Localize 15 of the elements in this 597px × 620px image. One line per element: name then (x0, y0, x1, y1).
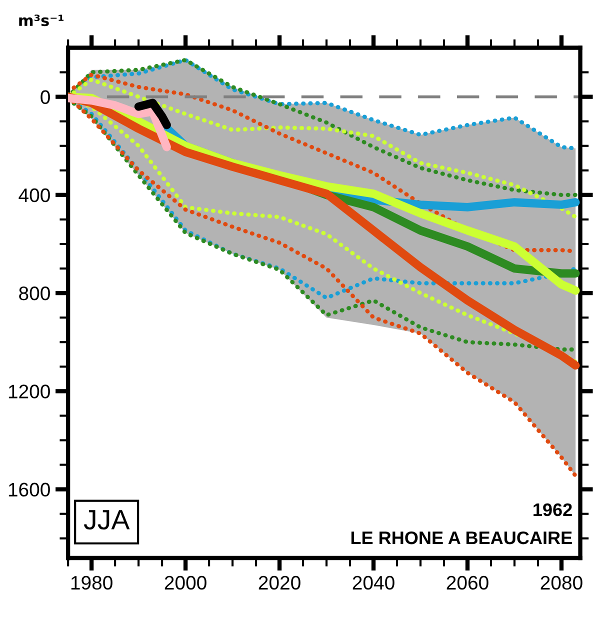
y-tick-label: 400 (18, 188, 50, 202)
x-tick-label: 2060 (446, 576, 488, 590)
y-tick-label: 0 (40, 90, 50, 104)
annotation: JJA (84, 510, 130, 530)
annotation: LE RHONE A BEAUCAIRE (351, 531, 572, 544)
x-tick-label: 2040 (352, 576, 394, 590)
x-tick-label: 1980 (71, 576, 112, 590)
y-tick-label: 800 (19, 286, 50, 300)
x-tick-label: 2020 (258, 576, 300, 590)
annotation: 1962 (534, 503, 572, 516)
y-tick-label: 1200 (8, 384, 50, 398)
x-tick-label: 2000 (164, 576, 206, 590)
y-tick-label: 1600 (8, 482, 50, 497)
x-tick-label: 2080 (540, 576, 582, 590)
y-axis-title: m³s⁻¹ (19, 14, 64, 26)
